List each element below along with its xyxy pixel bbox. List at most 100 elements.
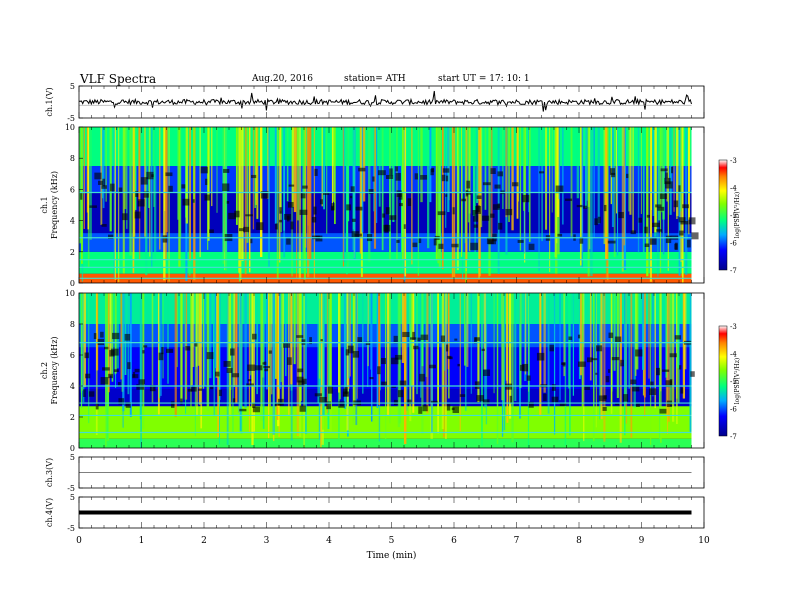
speckle: [419, 373, 425, 382]
speckle: [311, 216, 317, 223]
speckle: [638, 217, 642, 223]
speckle: [149, 384, 156, 392]
speckle: [192, 199, 195, 203]
speckle: [125, 402, 131, 408]
burst: [361, 127, 364, 233]
speckle: [597, 216, 601, 224]
speckle: [688, 217, 696, 225]
burst: [331, 127, 333, 207]
speckle: [298, 380, 305, 387]
burst: [192, 293, 195, 367]
speckle: [451, 243, 459, 248]
burst: [610, 127, 613, 205]
speckle: [594, 218, 598, 226]
speckle: [470, 242, 478, 251]
speckle: [657, 206, 665, 211]
speckle: [659, 408, 667, 414]
burst: [153, 127, 157, 263]
burst: [564, 293, 567, 446]
burst: [362, 293, 364, 394]
speckle: [349, 195, 353, 199]
speckle: [100, 331, 104, 338]
speckle: [327, 386, 333, 394]
burst: [642, 127, 645, 268]
burst: [632, 127, 634, 233]
speckle: [605, 375, 610, 383]
burst: [239, 127, 242, 281]
speckle: [611, 172, 616, 178]
burst: [437, 127, 440, 264]
burst: [293, 127, 297, 213]
burst: [420, 293, 422, 398]
speckle: [595, 372, 598, 375]
speckle: [644, 226, 648, 234]
burst: [177, 127, 179, 220]
burst: [222, 127, 225, 264]
speckle: [351, 231, 360, 238]
burst: [517, 127, 519, 202]
burst: [459, 293, 461, 431]
burst: [159, 127, 161, 250]
speckle: [299, 405, 306, 412]
burst: [501, 293, 504, 401]
speckle: [352, 350, 360, 358]
burst: [624, 293, 626, 388]
burst: [165, 127, 168, 260]
speckle: [402, 331, 410, 338]
burst: [447, 293, 450, 370]
speckle: [338, 401, 345, 408]
burst: [274, 293, 277, 379]
burst: [359, 127, 362, 254]
burst: [385, 293, 387, 439]
speckle: [437, 211, 446, 216]
speckle: [602, 406, 607, 411]
burst: [689, 293, 692, 433]
speckle: [474, 337, 480, 341]
speckle: [492, 204, 500, 210]
burst: [338, 293, 341, 400]
speckle: [440, 335, 446, 342]
y-tick-label: 0: [70, 279, 75, 288]
burst: [114, 127, 116, 280]
speckle: [351, 218, 356, 222]
burst: [89, 127, 92, 240]
speckle: [205, 178, 208, 186]
burst: [619, 293, 622, 363]
burst: [658, 127, 661, 221]
speckle: [584, 385, 590, 390]
speckle: [194, 341, 198, 347]
speckle: [671, 166, 674, 174]
speckle: [146, 171, 154, 180]
speckle: [656, 367, 661, 376]
speckle: [522, 194, 530, 203]
speckle: [395, 166, 399, 172]
burst: [320, 293, 322, 448]
burst: [296, 127, 298, 279]
burst: [412, 293, 415, 413]
burst: [541, 127, 543, 242]
burst: [190, 293, 192, 429]
burst: [105, 293, 108, 440]
burst: [476, 127, 479, 204]
burst: [431, 293, 433, 432]
burst: [122, 293, 125, 412]
speckle: [330, 205, 335, 211]
burst: [587, 127, 590, 277]
burst: [640, 127, 642, 214]
burst: [246, 127, 249, 243]
speckle: [206, 352, 214, 360]
burst: [528, 293, 530, 403]
burst: [426, 293, 429, 414]
burst: [149, 127, 151, 257]
burst: [255, 127, 258, 205]
speckle: [181, 184, 186, 189]
speckle: [384, 224, 389, 233]
burst: [659, 127, 662, 273]
burst: [556, 127, 560, 217]
y-tick-label: 8: [70, 154, 75, 163]
burst: [666, 127, 669, 202]
burst: [368, 127, 371, 262]
burst: [367, 293, 369, 388]
speckle: [422, 405, 428, 412]
colorbar-tick-label: -4: [730, 185, 737, 193]
